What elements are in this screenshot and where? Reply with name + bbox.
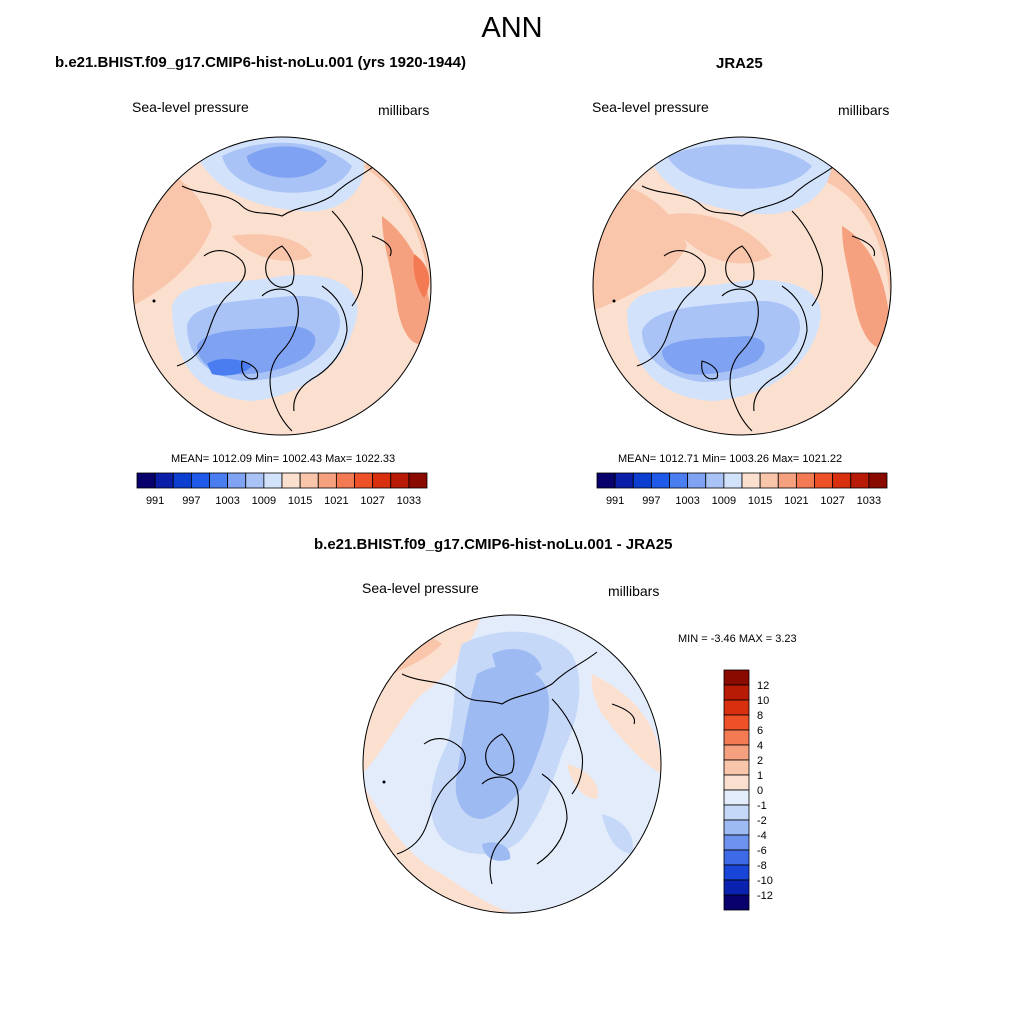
diff-variable-label: Sea-level pressure — [362, 580, 479, 596]
diff-colorbar-tick-label: -1 — [757, 800, 767, 812]
model-colorbar-swatch — [209, 472, 229, 489]
model-variable-label: Sea-level pressure — [132, 99, 249, 115]
obs-polar-map — [592, 136, 892, 436]
obs-stats: MEAN= 1012.71 Min= 1003.26 Max= 1021.22 — [618, 453, 843, 465]
obs-colorbar-swatch — [596, 472, 616, 489]
obs-colorbar-tick-label: 991 — [606, 495, 624, 507]
obs-colorbar-swatch — [741, 472, 761, 489]
model-colorbar-tick-label: 997 — [182, 495, 200, 507]
model-colorbar-tick-label: 1003 — [215, 495, 239, 507]
obs-colorbar-swatch — [650, 472, 670, 489]
diff-colorbar-tick-label: -12 — [757, 890, 773, 902]
obs-colorbar-tick-label: 1033 — [857, 495, 881, 507]
obs-colorbar-tick-label: 1027 — [820, 495, 844, 507]
diff-stats: MIN = -3.46 MAX = 3.23 — [678, 633, 797, 645]
diff-colorbar-swatch — [723, 759, 750, 776]
obs-colorbar-tick-label: 1021 — [784, 495, 808, 507]
diff-colorbar-tick-label: 6 — [757, 725, 763, 737]
model-colorbar-swatch — [154, 472, 174, 489]
obs-colorbar-swatch — [759, 472, 779, 489]
obs-colorbar-swatch — [669, 472, 689, 489]
diff-colorbar-swatch — [723, 729, 750, 746]
model-colorbar-swatch — [227, 472, 247, 489]
model-colorbar-swatch — [408, 472, 428, 489]
diff-colorbar-swatch — [723, 789, 750, 806]
obs-colorbar-tick-label: 1015 — [748, 495, 772, 507]
diff-colorbar-tick-label: 0 — [757, 785, 763, 797]
obs-colorbar-swatch — [614, 472, 634, 489]
diff-colorbar-swatch — [723, 744, 750, 761]
diff-colorbar-tick-label: -10 — [757, 875, 773, 887]
obs-colorbar-swatch — [832, 472, 852, 489]
obs-colorbar: 991 997 1003 1009 1015 1021 1027 1033 — [596, 472, 888, 507]
diff-panel-title: b.e21.BHIST.f09_g17.CMIP6-hist-noLu.001 … — [314, 536, 673, 553]
model-colorbar-swatch — [299, 472, 319, 489]
obs-colorbar-tick-label: 997 — [642, 495, 660, 507]
diff-colorbar-tick-label: 8 — [757, 710, 763, 722]
diff-colorbar-swatch — [723, 834, 750, 851]
diff-colorbar-tick-label: -4 — [757, 830, 767, 842]
model-colorbar-swatch — [354, 472, 374, 489]
model-colorbar-swatch — [335, 472, 355, 489]
obs-colorbar-swatch — [868, 472, 888, 489]
model-colorbar-swatch — [190, 472, 210, 489]
diff-colorbar-tick-label: -2 — [757, 815, 767, 827]
model-colorbar-swatch — [281, 472, 301, 489]
model-colorbar: 991 997 1003 1009 1015 1021 1027 1033 — [136, 472, 428, 507]
diff-colorbar-swatch — [723, 849, 750, 866]
obs-units-label: millibars — [838, 102, 890, 118]
diff-colorbar-swatch — [723, 894, 750, 911]
diff-colorbar-swatch — [723, 699, 750, 716]
obs-colorbar-tick-label: 1009 — [712, 495, 736, 507]
model-colorbar-tick-label: 991 — [146, 495, 164, 507]
page-title: ANN — [481, 12, 543, 44]
obs-colorbar-swatch — [687, 472, 707, 489]
obs-colorbar-swatch — [777, 472, 797, 489]
model-colorbar-tick-label: 1033 — [397, 495, 421, 507]
model-colorbar-swatch — [372, 472, 392, 489]
model-units-label: millibars — [378, 102, 430, 118]
model-colorbar-swatch — [245, 472, 265, 489]
obs-colorbar-tick-label: 1003 — [675, 495, 699, 507]
obs-colorbar-swatch — [723, 472, 743, 489]
diff-colorbar-swatch — [723, 669, 750, 686]
model-colorbar-tick-label: 1009 — [252, 495, 276, 507]
diff-colorbar-swatch — [723, 864, 750, 881]
obs-panel-title: JRA25 — [716, 55, 763, 72]
diff-colorbar-tick-label: 4 — [757, 740, 763, 752]
diff-colorbar-tick-label: -6 — [757, 845, 767, 857]
diff-colorbar-tick-label: 12 — [757, 680, 769, 692]
obs-variable-label: Sea-level pressure — [592, 99, 709, 115]
diff-colorbar-swatch — [723, 774, 750, 791]
model-stats: MEAN= 1012.09 Min= 1002.43 Max= 1022.33 — [171, 453, 396, 465]
diff-units-label: millibars — [608, 583, 660, 599]
diff-colorbar-tick-label: -8 — [757, 860, 767, 872]
diff-colorbar-tick-label: 2 — [757, 755, 763, 767]
obs-colorbar-swatch — [705, 472, 725, 489]
obs-colorbar-swatch — [795, 472, 815, 489]
diff-colorbar-swatch — [723, 714, 750, 731]
obs-colorbar-swatch — [850, 472, 870, 489]
diff-colorbar-swatch — [723, 819, 750, 836]
model-colorbar-swatch — [136, 472, 156, 489]
model-polar-map — [132, 136, 432, 436]
model-colorbar-swatch — [263, 472, 283, 489]
model-panel-title: b.e21.BHIST.f09_g17.CMIP6-hist-noLu.001 … — [55, 54, 466, 71]
model-colorbar-swatch — [172, 472, 192, 489]
diff-colorbar-swatch — [723, 879, 750, 896]
diff-colorbar-tick-label: 1 — [757, 770, 763, 782]
model-colorbar-tick-label: 1027 — [360, 495, 384, 507]
diff-colorbar-swatch — [723, 684, 750, 701]
model-colorbar-swatch — [317, 472, 337, 489]
obs-colorbar-swatch — [632, 472, 652, 489]
obs-colorbar-swatch — [814, 472, 834, 489]
model-colorbar-tick-label: 1021 — [324, 495, 348, 507]
diff-polar-map — [362, 614, 662, 914]
model-colorbar-swatch — [390, 472, 410, 489]
diff-colorbar-tick-label: 10 — [757, 695, 769, 707]
model-colorbar-tick-label: 1015 — [288, 495, 312, 507]
diff-colorbar-swatch — [723, 804, 750, 821]
